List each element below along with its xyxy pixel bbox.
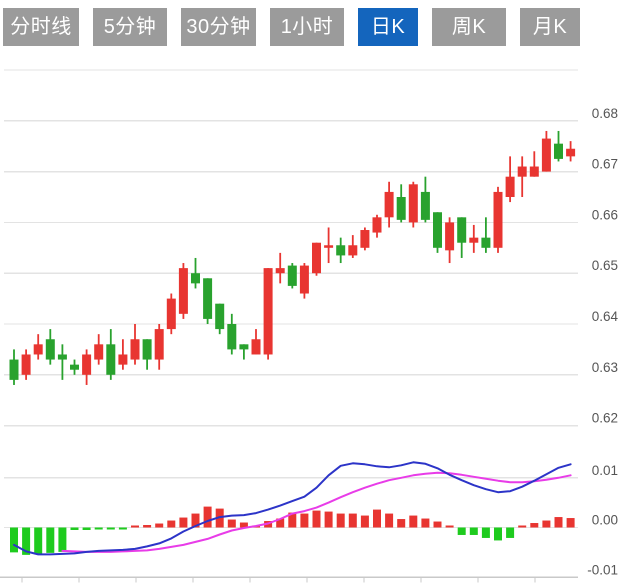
interval-tabbar: 分时线 5分钟 30分钟 1小时 日K 周K 月K [3, 8, 580, 46]
svg-text:0.62: 0.62 [592, 411, 618, 426]
svg-text:0.64: 0.64 [592, 309, 619, 324]
macd-histogram [10, 506, 575, 555]
x-axis-ticks [21, 577, 536, 583]
tab-weekly-k[interactable]: 周K [432, 8, 506, 46]
tab-1hour[interactable]: 1小时 [270, 8, 344, 46]
tab-monthly-k[interactable]: 月K [520, 8, 580, 46]
svg-text:-0.01: -0.01 [587, 562, 618, 577]
tab-daily-k[interactable]: 日K [358, 8, 418, 46]
svg-text:0.65: 0.65 [592, 258, 618, 273]
candlesticks [9, 130, 576, 385]
tab-30min[interactable]: 30分钟 [181, 8, 256, 46]
svg-text:0.68: 0.68 [592, 106, 618, 121]
tab-5min[interactable]: 5分钟 [93, 8, 167, 46]
svg-text:0.00: 0.00 [592, 513, 618, 528]
macd-line-dif [13, 461, 572, 556]
svg-text:0.63: 0.63 [592, 360, 618, 375]
tab-minute-line[interactable]: 分时线 [3, 8, 79, 46]
svg-text:0.66: 0.66 [592, 207, 618, 222]
svg-text:0.01: 0.01 [592, 463, 618, 478]
price-y-axis-labels: 0.68 0.67 0.66 0.65 0.64 0.63 0.62 [592, 106, 619, 426]
svg-text:0.67: 0.67 [592, 157, 618, 172]
macd-line-dea [61, 471, 572, 553]
macd-y-axis-labels: 0.01 0.00 -0.01 [587, 463, 618, 578]
